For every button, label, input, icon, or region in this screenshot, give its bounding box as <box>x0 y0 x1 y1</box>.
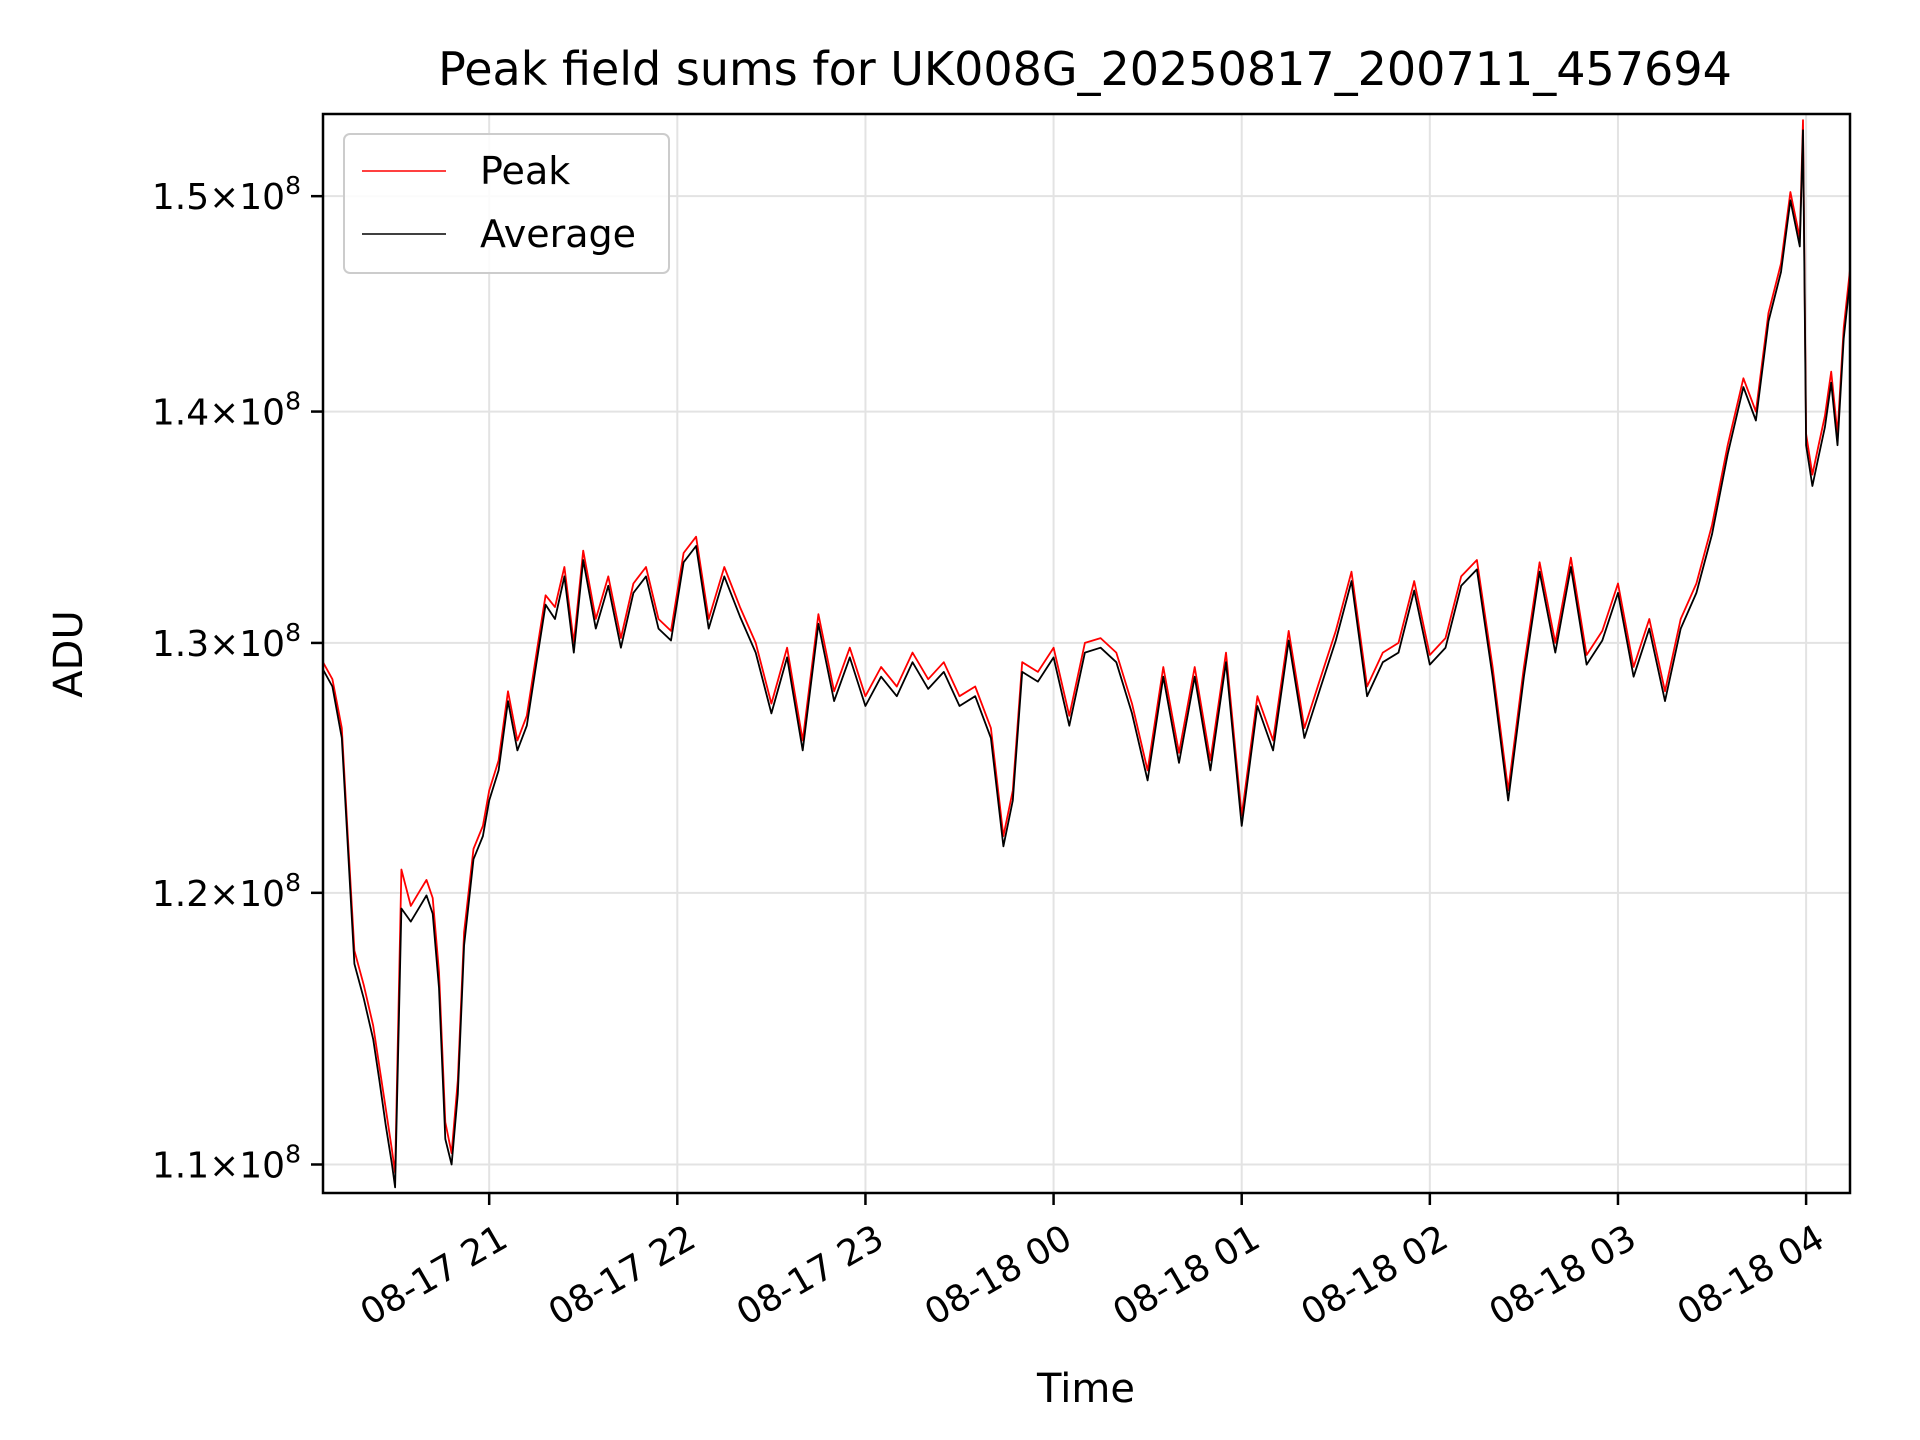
legend-label-peak: Peak <box>480 149 570 193</box>
series-line-average <box>322 129 1851 1189</box>
plot-frame <box>321 112 1852 1195</box>
y-tick-label: 1.4×108 <box>152 387 301 434</box>
chart-title: Peak field sums for UK008G_20250817_2007… <box>438 42 1732 96</box>
plot-series <box>322 119 1851 1189</box>
series-line-peak <box>322 119 1851 1174</box>
legend-box <box>343 133 670 274</box>
y-axis-ticks: 1.1×108 1.2×108 1.3×108 1.4×108 1.5×108 <box>152 171 323 1186</box>
y-tick-label: 1.1×108 <box>152 1139 301 1186</box>
x-axis-label: Time <box>1036 1366 1135 1412</box>
y-tick-label: 1.2×108 <box>152 868 301 915</box>
y-tick-label: 1.3×108 <box>152 618 301 665</box>
y-axis-label: ADU <box>46 610 92 697</box>
y-tick-label: 1.5×108 <box>152 171 301 218</box>
legend: Peak Average <box>343 133 670 274</box>
legend-label-average: Average <box>480 212 636 256</box>
